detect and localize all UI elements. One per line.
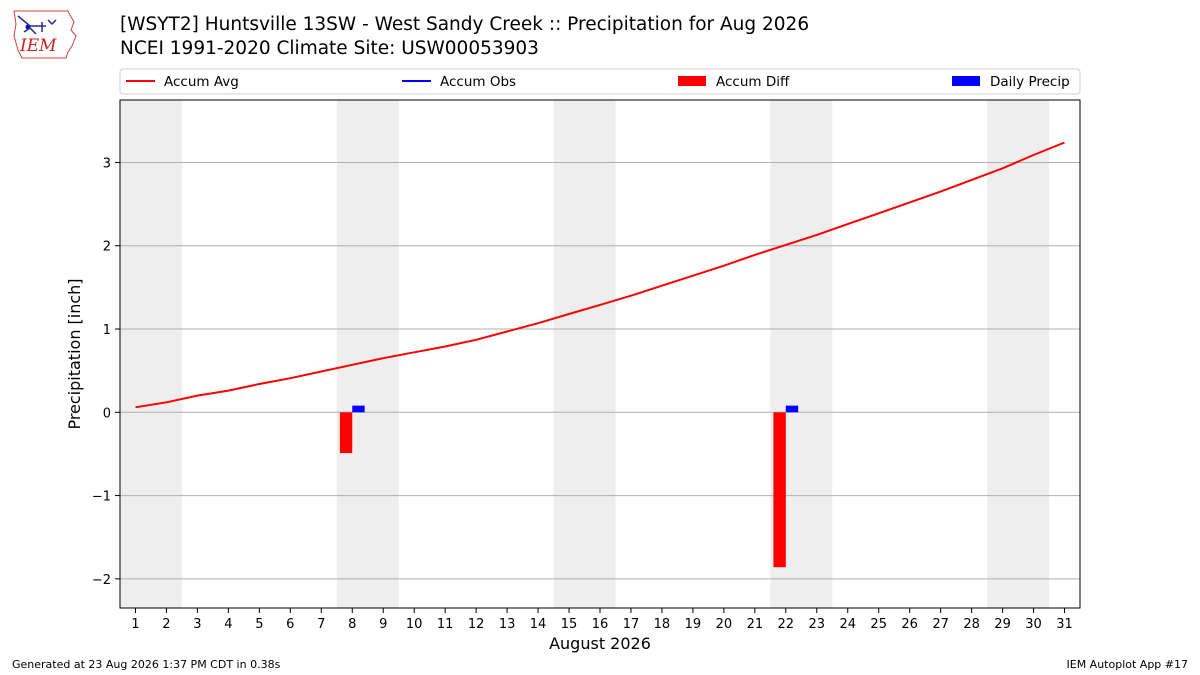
logo-text: IEM xyxy=(19,36,57,56)
y-axis-label: Precipitation [inch] xyxy=(65,278,84,429)
accum-diff-bar xyxy=(339,412,353,454)
x-tick-label: 13 xyxy=(499,617,516,632)
y-tick-label: 1 xyxy=(103,323,111,338)
chart-subtitle: NCEI 1991-2020 Climate Site: USW00053903 xyxy=(120,38,539,59)
x-tick-label: 27 xyxy=(932,617,949,632)
y-tick-label: 2 xyxy=(103,240,111,255)
legend-swatch-bar xyxy=(678,76,706,86)
x-tick-label: 30 xyxy=(1025,617,1042,632)
weekend-shading xyxy=(336,100,399,608)
weather-station-icon xyxy=(17,15,57,35)
x-tick-label: 25 xyxy=(870,617,887,632)
footer-app-label: IEM Autoplot App #17 xyxy=(1066,658,1189,671)
x-tick-label: 26 xyxy=(901,617,918,632)
x-tick-label: 24 xyxy=(839,617,856,632)
x-tick-label: 14 xyxy=(530,617,547,632)
weekend-shading xyxy=(553,100,616,608)
legend-label: Accum Obs xyxy=(440,74,516,90)
weekend-shading xyxy=(987,100,1050,608)
x-tick-label: 29 xyxy=(994,617,1011,632)
x-tick-label: 23 xyxy=(809,617,826,632)
daily-precip-bar xyxy=(352,405,365,413)
x-tick-label: 3 xyxy=(193,617,201,632)
x-axis-label: August 2026 xyxy=(549,634,651,653)
x-tick-label: 18 xyxy=(654,617,671,632)
x-tick-label: 20 xyxy=(716,617,733,632)
x-tick-label: 22 xyxy=(778,617,795,632)
x-tick-label: 11 xyxy=(437,617,454,632)
x-tick-label: 21 xyxy=(747,617,764,632)
y-tick-label: 0 xyxy=(103,406,111,421)
x-tick-label: 17 xyxy=(623,617,640,632)
accum-avg-line xyxy=(135,141,1065,409)
x-tick-label: 9 xyxy=(379,617,387,632)
x-tick-label: 10 xyxy=(406,617,423,632)
legend-label: Accum Avg xyxy=(164,74,239,90)
chart-title: [WSYT2] Huntsville 13SW - West Sandy Cre… xyxy=(120,14,810,35)
x-tick-label: 1 xyxy=(131,617,139,632)
legend-box xyxy=(119,68,1081,95)
y-tick-label: −1 xyxy=(92,490,111,505)
legend-swatch-bar xyxy=(952,76,980,86)
x-tick-label: 15 xyxy=(561,617,578,632)
y-tick-label: −2 xyxy=(92,573,111,588)
y-tick-label: 3 xyxy=(103,156,111,171)
legend-label: Daily Precip xyxy=(990,74,1070,90)
x-tick-label: 12 xyxy=(468,617,485,632)
iem-logo: IEM xyxy=(13,10,77,59)
x-tick-label: 19 xyxy=(685,617,702,632)
daily-precip-bar xyxy=(785,405,799,413)
x-tick-label: 28 xyxy=(963,617,980,632)
x-tick-label: 2 xyxy=(162,617,170,632)
footer-generated-text: Generated at 23 Aug 2026 1:37 PM CDT in … xyxy=(12,658,281,671)
x-tick-label: 8 xyxy=(348,617,356,632)
x-tick-label: 5 xyxy=(255,617,263,632)
weekend-shading xyxy=(120,100,182,608)
x-tick-label: 7 xyxy=(317,617,325,632)
x-tick-label: 16 xyxy=(592,617,609,632)
x-tick-label: 31 xyxy=(1056,617,1073,632)
x-tick-label: 4 xyxy=(224,617,232,632)
iowa-state-outline xyxy=(13,10,77,59)
x-tick-label: 6 xyxy=(286,617,294,632)
accum-diff-bar xyxy=(773,412,786,568)
legend-label: Accum Diff xyxy=(716,74,790,90)
